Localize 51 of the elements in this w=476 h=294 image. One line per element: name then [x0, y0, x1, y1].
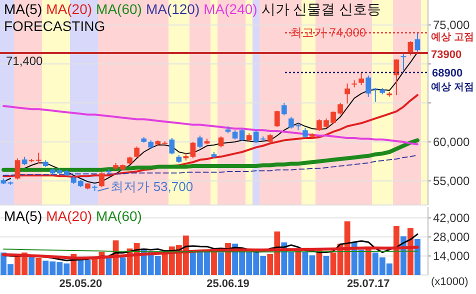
ref-line-label: 68900	[432, 67, 463, 80]
text: FORECASTING	[4, 18, 106, 34]
candlestick	[134, 146, 140, 158]
chart-title: 시가 신물결 신호등	[261, 1, 382, 17]
y-tick-label: 14,000	[433, 248, 470, 263]
ref-line-label: 최고가 74,000	[290, 26, 366, 40]
text: 73900	[431, 49, 462, 61]
candlestick	[414, 32, 420, 52]
text: MA(5)	[4, 208, 42, 224]
text: MA(120)	[146, 1, 200, 17]
y-tick-label: 28,000	[433, 230, 470, 244]
series-label: MA(60)	[96, 208, 142, 224]
candlestick	[169, 137, 175, 155]
candlestick	[274, 110, 280, 128]
text: MA(240)	[204, 1, 258, 17]
candlestick	[232, 130, 238, 140]
x-tick-label: 25.07.17	[346, 278, 390, 290]
candlestick	[190, 141, 196, 159]
candlestick	[400, 53, 406, 71]
ref-line-label: 71,400	[6, 54, 44, 68]
bar	[120, 257, 126, 275]
candlestick	[358, 72, 364, 86]
text: MA(20)	[46, 1, 92, 17]
candlestick	[218, 136, 224, 148]
y-tick-label: 75,000	[433, 18, 470, 32]
candlestick	[14, 158, 20, 180]
candlestick	[99, 172, 104, 188]
text: MA(20)	[46, 208, 92, 224]
bar	[323, 256, 330, 275]
candlestick	[197, 135, 203, 149]
candlestick	[36, 152, 42, 164]
bar	[36, 258, 42, 275]
x-tick-label: 25.06.19	[206, 278, 250, 290]
bar	[28, 256, 35, 275]
bar	[414, 238, 420, 275]
text: 예상 고점	[431, 32, 474, 43]
y-tick-label: 55,000	[433, 174, 470, 188]
y-tick-label: 60,000	[433, 134, 470, 149]
annotation: 최저가 53,700	[110, 178, 194, 194]
bar	[393, 226, 400, 275]
text: MA(5)	[4, 1, 42, 17]
text: MA(60)	[96, 1, 142, 17]
x-tick-label: 25.05.20	[59, 278, 102, 290]
bar	[218, 252, 224, 275]
text: (x1000)	[431, 276, 468, 288]
candlestick	[302, 127, 308, 138]
candlestick	[344, 83, 350, 104]
text: 예상 저점	[431, 82, 474, 93]
candlestick	[282, 102, 287, 116]
y-tick-label: 42,000	[433, 210, 470, 225]
candlestick	[239, 128, 245, 142]
